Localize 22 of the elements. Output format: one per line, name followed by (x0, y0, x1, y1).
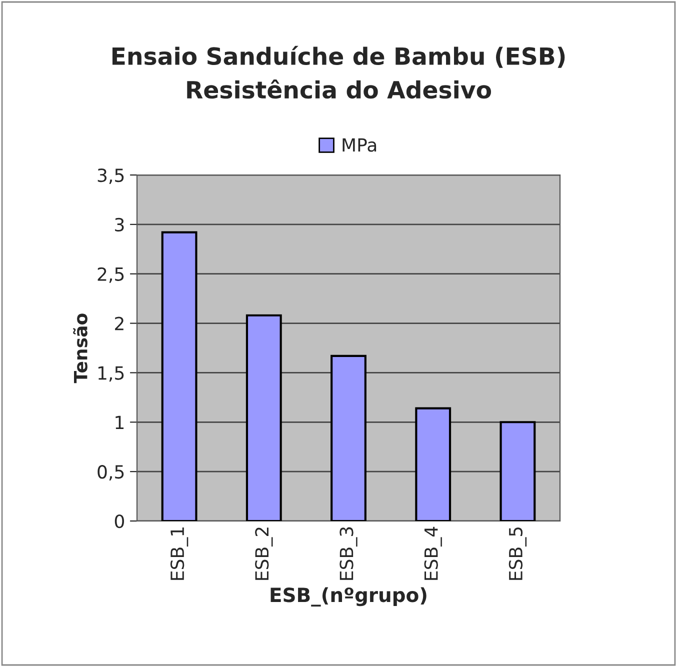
y-tick-label: 3 (115, 218, 124, 232)
x-axis-title: ESB_(nºgrupo) (270, 587, 426, 607)
y-tick-label: 1 (116, 416, 124, 430)
bar (246, 314, 282, 521)
y-tick-label: 1,5 (98, 366, 124, 382)
x-tick-label: ESB_4 (424, 526, 442, 580)
y-tick-label: 0 (114, 514, 124, 528)
bar (415, 407, 452, 521)
chart-title: Ensaio Sanduíche de Bambu (ESB) Resistência do Adesivo (112, 46, 565, 99)
x-tick-label: ESB_3 (340, 527, 358, 580)
y-tick-label: 0,5 (98, 465, 124, 481)
bar (330, 354, 366, 521)
x-tick-label: ESB_2 (255, 528, 273, 580)
y-tick-label: 3,5 (98, 168, 124, 184)
bar (161, 231, 198, 521)
legend-label: MPa (342, 138, 376, 152)
y-tick-label: 2 (115, 316, 124, 330)
x-tick-label: ESB_1 (170, 528, 188, 580)
y-tick-label: 2,5 (98, 267, 124, 283)
bar (500, 421, 536, 521)
x-tick-label: ESB_5 (508, 527, 527, 580)
y-axis-title: Tensão (73, 314, 88, 384)
